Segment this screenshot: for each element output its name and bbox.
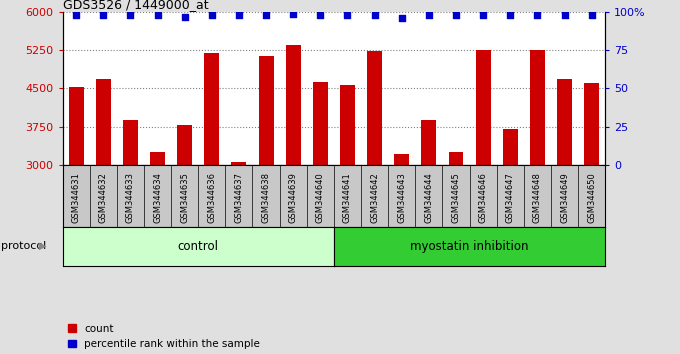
Point <box>559 13 570 18</box>
Point <box>98 13 109 18</box>
Bar <box>69 87 84 165</box>
Bar <box>449 152 464 165</box>
Text: GSM344632: GSM344632 <box>99 172 107 223</box>
Text: GSM344636: GSM344636 <box>207 172 216 223</box>
Text: GSM344648: GSM344648 <box>533 172 542 223</box>
Bar <box>557 79 572 165</box>
Bar <box>367 51 382 165</box>
Bar <box>258 56 273 165</box>
Bar <box>394 154 409 165</box>
Point <box>315 13 326 18</box>
Point <box>152 13 163 18</box>
Point <box>477 13 488 18</box>
Text: GSM344645: GSM344645 <box>452 172 460 223</box>
Point <box>369 13 380 18</box>
Bar <box>503 129 517 165</box>
Point <box>532 13 543 18</box>
Text: GSM344635: GSM344635 <box>180 172 189 223</box>
Bar <box>231 161 246 165</box>
Point <box>505 13 515 18</box>
Text: myostatin inhibition: myostatin inhibition <box>410 240 529 252</box>
Bar <box>475 50 490 165</box>
Text: GSM344631: GSM344631 <box>71 172 81 223</box>
Point <box>233 13 244 18</box>
Text: control: control <box>177 240 219 252</box>
Point <box>180 14 190 20</box>
Point <box>71 13 82 18</box>
Point <box>586 13 597 18</box>
Text: GSM344647: GSM344647 <box>506 172 515 223</box>
Text: GSM344643: GSM344643 <box>397 172 406 223</box>
Text: GSM344646: GSM344646 <box>479 172 488 223</box>
Point <box>288 11 299 17</box>
Legend: count, percentile rank within the sample: count, percentile rank within the sample <box>68 324 260 349</box>
Bar <box>286 45 301 165</box>
Text: GSM344642: GSM344642 <box>370 172 379 223</box>
Text: GSM344641: GSM344641 <box>343 172 352 223</box>
Point <box>424 13 435 18</box>
Bar <box>313 82 328 165</box>
Text: ▶: ▶ <box>39 241 47 251</box>
Text: GSM344633: GSM344633 <box>126 172 135 223</box>
Bar <box>422 120 437 165</box>
Text: GSM344639: GSM344639 <box>289 172 298 223</box>
Text: GSM344638: GSM344638 <box>262 172 271 223</box>
Bar <box>204 53 219 165</box>
Point <box>206 13 217 18</box>
Bar <box>150 152 165 165</box>
Point <box>125 13 136 18</box>
Text: GSM344644: GSM344644 <box>424 172 433 223</box>
Text: GSM344640: GSM344640 <box>316 172 325 223</box>
Bar <box>584 84 599 165</box>
Point <box>342 13 353 18</box>
Text: protocol: protocol <box>1 241 47 251</box>
Bar <box>96 79 111 165</box>
Point <box>451 13 462 18</box>
Point <box>260 13 271 18</box>
Text: GDS3526 / 1449000_at: GDS3526 / 1449000_at <box>63 0 208 11</box>
Text: GSM344634: GSM344634 <box>153 172 162 223</box>
Bar <box>123 120 138 165</box>
Text: GSM344650: GSM344650 <box>587 172 596 223</box>
Bar <box>177 125 192 165</box>
Point <box>396 16 407 21</box>
Text: GSM344637: GSM344637 <box>235 172 243 223</box>
Bar <box>530 50 545 165</box>
Text: GSM344649: GSM344649 <box>560 172 569 223</box>
Bar <box>340 85 355 165</box>
